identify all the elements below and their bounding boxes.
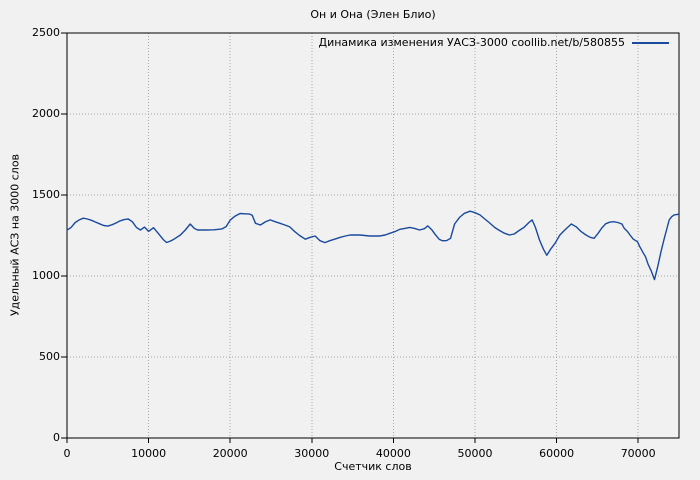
plot-border [66, 32, 680, 439]
x-tick-label: 50000 [457, 447, 493, 460]
x-tick-label: 0 [63, 447, 71, 460]
data-line-series [66, 210, 679, 281]
chart-title: Он и Она (Элен Блио) [310, 8, 436, 21]
legend-label: Динамика изменения УАСЗ-3000 coollib.net… [318, 36, 626, 49]
y-axis-label: Удельный АСЗ на 3000 слов [8, 153, 22, 317]
legend-line-sample [632, 41, 669, 44]
y-tick-label: 1500 [32, 188, 60, 201]
x-tick-label: 30000 [294, 447, 330, 460]
x-tick-label: 70000 [620, 447, 656, 460]
y-tick-label: 2000 [32, 107, 60, 120]
y-tick-label: 0 [53, 431, 60, 444]
legend: Динамика изменения УАСЗ-3000 coollib.net… [318, 36, 669, 49]
x-tick-label: 60000 [539, 447, 575, 460]
y-tick-label: 2500 [32, 26, 60, 39]
x-axis-label: Счетчик слов [334, 460, 412, 473]
x-tick-label: 10000 [131, 447, 167, 460]
y-tick-label: 1000 [32, 269, 60, 282]
x-tick-label: 20000 [212, 447, 248, 460]
y-tick-label: 500 [39, 350, 60, 363]
x-tick-label: 40000 [375, 447, 411, 460]
